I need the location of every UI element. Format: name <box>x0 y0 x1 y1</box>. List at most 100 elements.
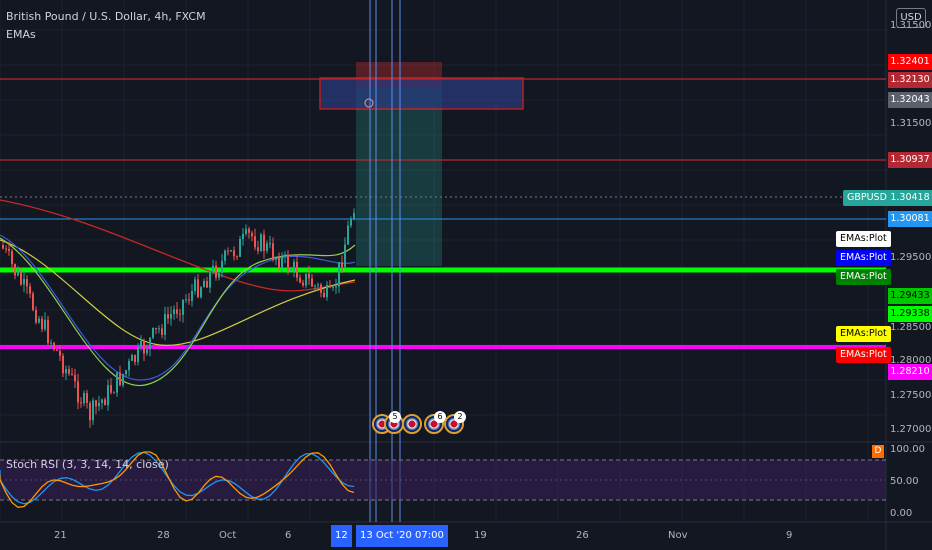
time-tick: 26 <box>576 530 589 541</box>
candle-body <box>251 232 253 237</box>
candle-body <box>152 327 154 338</box>
candle-body <box>200 287 202 298</box>
candle-body <box>341 262 343 268</box>
candle-body <box>221 260 223 273</box>
candle-body <box>131 355 133 361</box>
time-tick: 9 <box>786 530 793 541</box>
candle-body <box>23 279 25 285</box>
candle-body <box>146 349 148 354</box>
time-tick: 19 <box>474 530 487 541</box>
d-badge[interactable]: D <box>872 445 884 458</box>
candle-body <box>161 328 163 335</box>
candle-body <box>5 248 7 250</box>
price-tick: 1.31500 <box>890 118 932 129</box>
candle-body <box>248 228 250 233</box>
candle-body <box>278 257 280 269</box>
price-label-tp: 1.32401 <box>888 54 932 70</box>
candle-body <box>269 243 271 245</box>
candle-body <box>203 281 205 288</box>
stoch-k-line <box>0 451 355 505</box>
candle-body <box>137 347 139 363</box>
candle-body <box>26 279 28 287</box>
candle-body <box>224 250 226 261</box>
candle-body <box>197 279 199 298</box>
candle-body <box>326 284 328 298</box>
candle-body <box>215 265 217 278</box>
candle-body <box>344 244 346 268</box>
candle-body <box>233 250 235 257</box>
candle-body <box>239 238 241 257</box>
candle-body <box>209 272 211 288</box>
event-count: 5 <box>389 411 401 423</box>
us-flag-icon[interactable] <box>402 414 422 434</box>
candle-body <box>281 256 283 269</box>
price-label-green-dark: 1.29433 <box>888 288 932 304</box>
candle-body <box>128 360 130 371</box>
candle-body <box>8 248 10 252</box>
time-tick-active: 12 <box>331 525 352 547</box>
stoch-rsi-legend[interactable]: Stoch RSI (3, 3, 14, 14, close) <box>6 458 169 471</box>
candle-body <box>116 372 118 393</box>
candle-body <box>98 402 100 407</box>
candle-body <box>263 234 265 251</box>
indicator-legend[interactable]: EMAs <box>6 28 36 41</box>
candle-body <box>179 313 181 315</box>
candle-body <box>74 374 76 382</box>
candle-body <box>347 225 349 245</box>
candle-body <box>92 400 94 421</box>
price-tick: 1.27000 <box>890 424 932 435</box>
candle-body <box>89 403 91 421</box>
candle-body <box>68 369 70 374</box>
candle-body <box>296 261 298 278</box>
ema-blue <box>0 234 356 381</box>
candle-body <box>350 219 352 226</box>
candle-body <box>2 245 4 249</box>
currency-button[interactable]: USD <box>896 8 926 28</box>
candle-body <box>338 262 340 287</box>
candle-body <box>314 285 316 287</box>
candle-body <box>77 381 79 403</box>
candle-body <box>143 341 145 354</box>
ema-tag: EMAs:Plot <box>836 347 891 363</box>
candle-body <box>299 277 301 283</box>
price-label-entry: 1.32043 <box>888 92 932 108</box>
candle-body <box>260 234 262 252</box>
candle-body <box>71 373 73 375</box>
candle-body <box>29 286 31 294</box>
candle-body <box>56 349 58 351</box>
candle-body <box>125 370 127 375</box>
time-tick: Nov <box>668 530 688 541</box>
symbol-title: British Pound / U.S. Dollar, 4h, FXCM <box>6 10 206 23</box>
candle-body <box>122 374 124 386</box>
price-label-magenta: 1.28210 <box>888 364 932 380</box>
candle-body <box>284 254 286 257</box>
candle-body <box>140 341 142 348</box>
candle-body <box>164 313 166 335</box>
stoch-band <box>0 460 886 500</box>
candle-body <box>185 299 187 301</box>
candle-body <box>119 372 121 386</box>
candle-body <box>329 284 331 288</box>
candle-body <box>155 327 157 330</box>
candle-body <box>266 243 268 251</box>
target-zone <box>356 88 442 266</box>
candle-body <box>227 250 229 252</box>
candle-body <box>194 279 196 291</box>
price-label-green: 1.29338 <box>888 306 932 322</box>
candle-body <box>32 293 34 310</box>
candle-body <box>308 273 310 279</box>
candle-body <box>65 369 67 374</box>
candle-body <box>311 278 313 287</box>
ema-tag: EMAs:Plot <box>836 269 891 285</box>
stoch-d-line <box>0 451 355 508</box>
price-tick: 1.31500 <box>890 20 932 31</box>
candle-body <box>302 282 304 286</box>
candle-body <box>272 243 274 260</box>
candle-body <box>245 228 247 234</box>
stoch-tick: 100.00 <box>890 444 925 455</box>
candle-body <box>230 250 232 252</box>
time-tick: 6 <box>285 530 292 541</box>
candle-body <box>170 313 172 319</box>
price-tick: 1.28000 <box>890 355 932 366</box>
